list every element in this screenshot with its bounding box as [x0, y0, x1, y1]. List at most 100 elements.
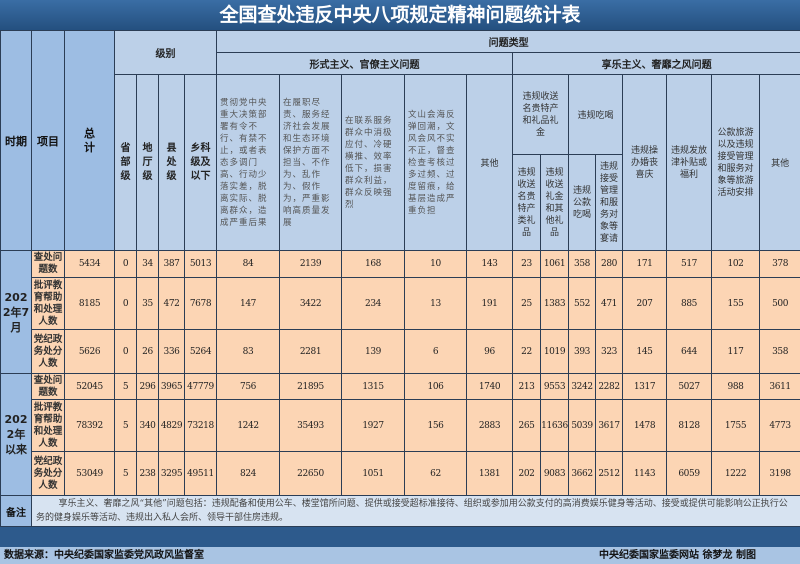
- cell-value: 1222: [711, 451, 760, 496]
- cell-value: 1242: [216, 399, 280, 452]
- header-travel: 公款旅游以及违规接受管理和服务对象等旅游活动安排: [711, 74, 760, 251]
- cell-value: 13: [404, 277, 467, 330]
- cell-value: 378: [758, 250, 800, 278]
- header-level-provincial: 省部级: [114, 74, 137, 251]
- cell-value: 500: [758, 277, 800, 330]
- cell-value: 168: [341, 250, 405, 278]
- cell-value: 62: [404, 451, 467, 496]
- cell-value: 5: [114, 451, 137, 496]
- cell-value: 393: [568, 329, 596, 374]
- cell-value: 139: [341, 329, 405, 374]
- cell-value: 265: [512, 399, 541, 452]
- cell-value: 171: [622, 250, 667, 278]
- cell-value: 2281: [279, 329, 342, 374]
- row-item: 批评教育帮助和处理人数: [31, 277, 65, 330]
- header-formalism-other: 其他: [466, 74, 513, 251]
- cell-value: 5264: [184, 329, 217, 374]
- data-source: 数据来源：中央纪委国家监委党风政风监督室: [4, 550, 204, 561]
- table-row: 党纪政务处分人数 5626 0 26 336 5264 83 2281 139 6 96 22 1019…: [1, 329, 800, 374]
- header-total-label: 总计: [84, 126, 95, 154]
- cell-value: 358: [568, 250, 596, 278]
- cell-value: 9553: [540, 373, 569, 400]
- cell-value: 1317: [622, 373, 667, 400]
- header-gifts-specialty: 违规收送名贵特产类礼品: [512, 154, 541, 251]
- row-item: 党纪政务处分人数: [31, 451, 65, 496]
- header-dining-banquet: 违规接受管理和服务对象等宴请: [595, 154, 623, 251]
- cell-value: 8128: [666, 399, 712, 452]
- cell-value: 22: [512, 329, 541, 374]
- cell-value: 6059: [666, 451, 712, 496]
- cell-value: 156: [404, 399, 467, 452]
- cell-value: 5013: [184, 250, 217, 278]
- header-level-township: 乡科级及以下: [184, 74, 217, 251]
- header-gifts-money: 违规收送礼金和其他礼品: [540, 154, 569, 251]
- header-dining: 违规吃喝: [568, 74, 623, 155]
- cell-value: 5434: [64, 250, 115, 278]
- page-title: 全国查处违反中央八项规定精神问题统计表: [0, 0, 800, 30]
- header-formalism-2: 在履职尽责、服务经济社会发展和生态环境保护方面不担当、不作为、乱作为、假作为，严…: [279, 74, 342, 251]
- header-level-county-label: 县处级: [166, 142, 177, 182]
- cell-value: 824: [216, 451, 280, 496]
- cell-value: 34: [136, 250, 159, 278]
- header-level-county: 县处级: [158, 74, 185, 251]
- cell-value: 280: [595, 250, 623, 278]
- table-row: 2022年以来 查处问题数 52045 5 296 3965 47779 756 21895 13…: [0, 373, 800, 496]
- cell-value: 26: [136, 329, 159, 374]
- header-hedonism: 享乐主义、奢靡之风问题: [511, 52, 800, 75]
- cell-value: 207: [622, 277, 667, 330]
- cell-value: 78392: [64, 399, 115, 452]
- cell-value: 340: [136, 399, 159, 452]
- cell-value: 1019: [540, 329, 569, 374]
- header-dining-public: 违规公款吃喝: [568, 154, 596, 251]
- header-period: 时期: [0, 30, 32, 251]
- row-item: 批评教育帮助和处理人数: [31, 399, 65, 452]
- cell-value: 6: [404, 329, 467, 374]
- cell-value: 47779: [184, 373, 217, 400]
- cell-value: 84: [216, 250, 280, 278]
- cell-value: 143: [466, 250, 513, 278]
- cell-value: 517: [666, 250, 712, 278]
- header-level-prefecture: 地厅级: [136, 74, 159, 251]
- cell-value: 53049: [64, 451, 115, 496]
- cell-value: 5: [114, 399, 137, 452]
- cell-value: 471: [595, 277, 623, 330]
- header-gifts: 违规收送名贵特产和礼品礼金: [512, 74, 569, 155]
- cell-value: 3617: [595, 399, 623, 452]
- table-row: 批评教育帮助和处理人数 8185 0 35 472 7678 147 3422 234 13 191…: [1, 277, 800, 330]
- cell-value: 1061: [540, 250, 569, 278]
- cell-value: 234: [341, 277, 405, 330]
- cell-value: 5: [114, 373, 137, 400]
- credit: 中央纪委国家监委网站 徐梦龙 制图: [599, 550, 756, 561]
- table-row: 批评教育帮助和处理人数 78392 5 340 4829 73218 1242 35493 19…: [1, 399, 800, 452]
- cell-value: 35: [136, 277, 159, 330]
- header-weddings: 违规操办婚丧喜庆: [622, 74, 667, 251]
- header-formalism-3: 在联系服务群众中消极应付、冷硬横推、效率低下，损害群众利益，群众反映强烈: [341, 74, 405, 251]
- cell-value: 25: [512, 277, 541, 330]
- note-label: 备注: [0, 495, 32, 527]
- cell-value: 5626: [64, 329, 115, 374]
- cell-value: 155: [711, 277, 760, 330]
- cell-value: 96: [466, 329, 513, 374]
- cell-value: 191: [466, 277, 513, 330]
- cell-value: 4773: [758, 399, 800, 452]
- cell-value: 8185: [64, 277, 115, 330]
- header-formalism: 形式主义、官僚主义问题: [216, 52, 513, 75]
- cell-value: 5039: [568, 399, 596, 452]
- cell-value: 885: [666, 277, 712, 330]
- row-item: 查处问题数: [31, 373, 65, 400]
- header-total: 总计: [64, 30, 115, 251]
- cell-value: 3611: [758, 373, 800, 400]
- cell-value: 988: [711, 373, 760, 400]
- cell-value: 238: [136, 451, 159, 496]
- header-subsidies: 违规发放津补贴或福利: [666, 74, 712, 251]
- header-formalism-1: 贯彻党中央重大决策部署有令不行、有禁不止，或者表态多调门高、行动少落实差，脱离实…: [216, 74, 280, 251]
- cell-value: 35493: [279, 399, 342, 452]
- footer: 数据来源：中央纪委国家监委党风政风监督室 中央纪委国家监委网站 徐梦龙 制图: [0, 547, 800, 564]
- cell-value: 5027: [666, 373, 712, 400]
- cell-value: 2883: [466, 399, 513, 452]
- cell-value: 1143: [622, 451, 667, 496]
- cell-value: 387: [158, 250, 185, 278]
- cell-value: 7678: [184, 277, 217, 330]
- cell-value: 3198: [758, 451, 800, 496]
- table-row: 党纪政务处分人数 53049 5 238 3295 49511 824 22650 1051 62…: [1, 451, 800, 496]
